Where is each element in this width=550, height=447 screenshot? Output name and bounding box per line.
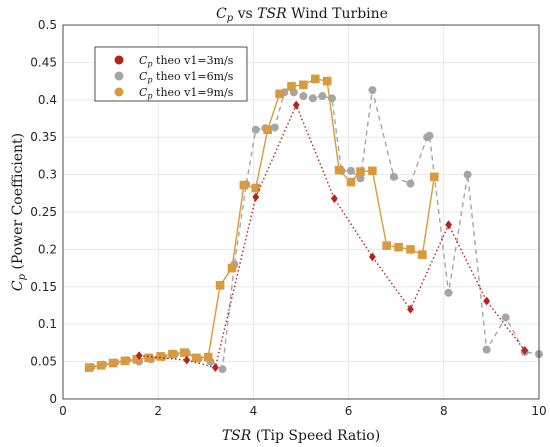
data-point bbox=[406, 179, 415, 188]
data-point bbox=[445, 220, 452, 230]
data-point bbox=[275, 89, 284, 99]
legend: Cp theo v1=3m/sCp theo v1=6m/sCp theo v1… bbox=[94, 46, 248, 102]
data-point bbox=[322, 76, 332, 86]
data-point bbox=[368, 86, 377, 95]
legend-marker bbox=[114, 55, 124, 65]
data-point bbox=[180, 348, 189, 357]
data-point bbox=[418, 250, 427, 259]
y-axis-label: Cp (Power Coefficient) bbox=[10, 133, 28, 291]
data-point bbox=[425, 131, 434, 140]
x-tick-label: 0 bbox=[59, 404, 67, 418]
y-tick-label: 0.35 bbox=[30, 130, 57, 144]
data-point bbox=[368, 166, 377, 176]
data-point bbox=[84, 363, 94, 372]
y-tick-labels: 0 0.05 0.1 0.15 0.2 0.25 0.3 0.35 0.4 0.45 0.5 bbox=[30, 18, 57, 406]
legend-marker bbox=[114, 71, 124, 81]
data-point bbox=[183, 355, 191, 365]
data-point bbox=[346, 166, 355, 175]
data-point bbox=[108, 358, 118, 368]
series-layer bbox=[84, 74, 543, 374]
data-point bbox=[191, 353, 201, 363]
data-point bbox=[394, 242, 403, 252]
data-point bbox=[406, 245, 415, 254]
data-point bbox=[218, 365, 227, 374]
x-tick-label: 8 bbox=[440, 404, 448, 418]
data-point bbox=[483, 296, 491, 306]
data-point bbox=[407, 304, 414, 314]
legend-marker bbox=[114, 87, 124, 97]
x-tick-label: 4 bbox=[250, 404, 258, 418]
data-point bbox=[168, 349, 177, 359]
data-point bbox=[251, 183, 261, 193]
data-point bbox=[429, 172, 439, 182]
data-point bbox=[318, 92, 327, 101]
data-point bbox=[215, 281, 225, 290]
data-point bbox=[96, 361, 106, 370]
data-point bbox=[308, 94, 317, 103]
data-point bbox=[156, 352, 165, 361]
data-point bbox=[310, 74, 320, 84]
legend-label: Cp theo v1=3m/s bbox=[139, 54, 234, 69]
data-point bbox=[135, 351, 143, 361]
y-tick-label: 0.5 bbox=[38, 18, 57, 32]
data-point bbox=[252, 192, 260, 202]
series-square bbox=[84, 74, 439, 372]
y-tick-label: 0.2 bbox=[38, 242, 57, 256]
legend-entry: Cp theo v1=9m/s bbox=[114, 86, 234, 101]
data-point bbox=[203, 352, 213, 362]
plot-border bbox=[62, 24, 540, 400]
x-tick-label: 6 bbox=[345, 404, 353, 418]
y-tick-label: 0.1 bbox=[38, 317, 57, 331]
data-point bbox=[251, 125, 260, 134]
data-point bbox=[120, 356, 130, 366]
chart-title: Cp vs TSR Wind Turbine bbox=[216, 6, 388, 24]
y-tick-label: 0.25 bbox=[30, 205, 57, 219]
legend-entry: Cp theo v1=3m/s bbox=[114, 54, 234, 69]
data-point bbox=[356, 174, 365, 183]
legend-label: Cp theo v1=6m/s bbox=[139, 70, 234, 85]
data-point bbox=[132, 355, 142, 364]
y-tick-label: 0.45 bbox=[30, 55, 57, 69]
y-tick-label: 0.3 bbox=[38, 168, 57, 182]
data-point bbox=[334, 165, 344, 175]
data-point bbox=[521, 345, 529, 355]
x-tick-label: 2 bbox=[154, 404, 162, 418]
data-point bbox=[292, 100, 300, 110]
series-diamond bbox=[135, 100, 529, 373]
x-tick-labels: 0 2 4 6 8 10 bbox=[59, 404, 546, 418]
data-point bbox=[389, 172, 398, 181]
x-tick-label: 10 bbox=[531, 404, 546, 418]
data-point bbox=[239, 180, 249, 190]
data-point bbox=[263, 125, 272, 135]
data-point bbox=[382, 241, 391, 250]
data-point bbox=[501, 313, 510, 322]
data-point bbox=[227, 263, 237, 273]
y-tick-label: 0.15 bbox=[30, 280, 57, 294]
data-point bbox=[463, 170, 472, 179]
data-point bbox=[270, 123, 279, 132]
y-tick-label: 0 bbox=[49, 392, 57, 406]
data-point bbox=[330, 194, 338, 203]
data-point bbox=[482, 345, 491, 354]
data-point bbox=[369, 252, 376, 262]
legend-label: Cp theo v1=9m/s bbox=[139, 86, 234, 101]
data-point bbox=[346, 177, 356, 187]
data-point bbox=[356, 167, 365, 176]
data-point bbox=[144, 353, 153, 363]
y-tick-label: 0.4 bbox=[38, 93, 57, 107]
data-point bbox=[444, 288, 453, 297]
x-axis-label: TSR (Tip Speed Ratio) bbox=[222, 428, 380, 444]
legend-entry: Cp theo v1=6m/s bbox=[114, 70, 234, 85]
data-point bbox=[287, 82, 296, 91]
data-point bbox=[211, 363, 219, 373]
data-point bbox=[299, 92, 308, 101]
y-tick-label: 0.05 bbox=[30, 355, 57, 369]
data-point bbox=[299, 80, 308, 90]
